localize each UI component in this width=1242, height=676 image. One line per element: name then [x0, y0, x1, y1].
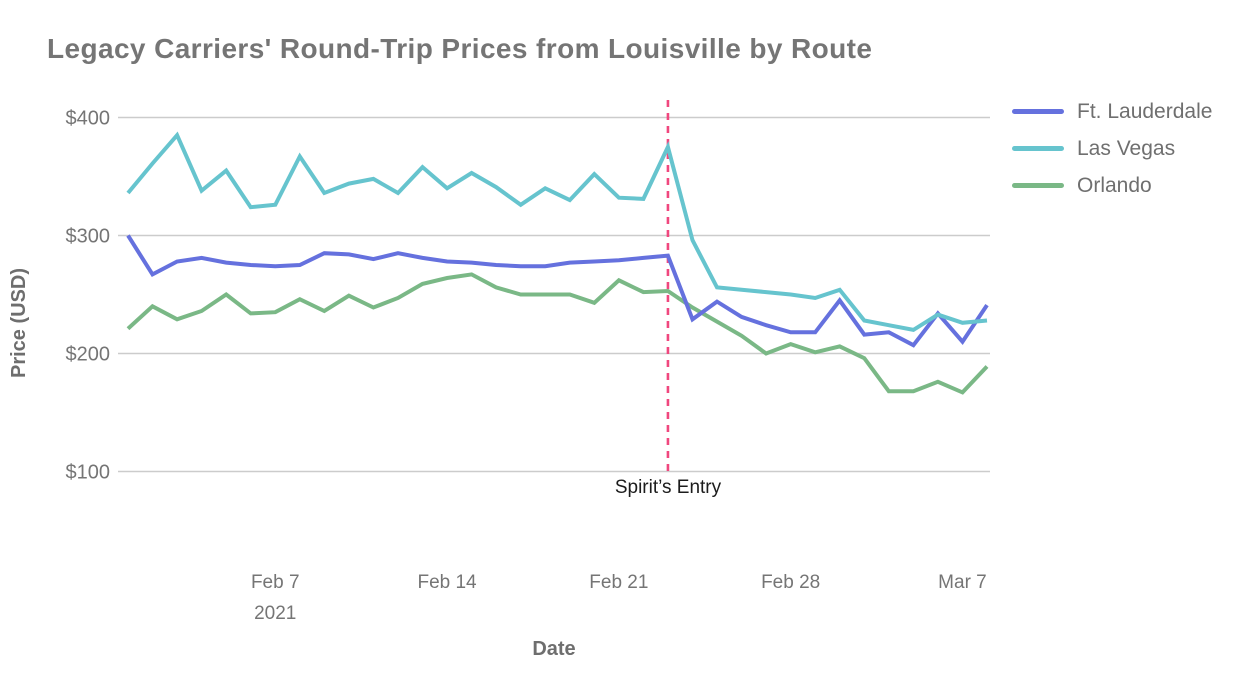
y-tick-label: $400 — [66, 108, 111, 130]
series-line-orlando[interactable] — [126, 272, 989, 395]
legend-label-orlando: Orlando — [1077, 173, 1152, 197]
x-tick-label: Feb 21 — [589, 572, 648, 593]
x-tick-label: Feb 7 — [251, 572, 300, 593]
legend-swatch-orlando — [1012, 183, 1064, 188]
series-line-ft-lauderdale[interactable] — [126, 234, 989, 348]
legend-swatch-ft-lauderdale — [1012, 109, 1064, 114]
x-tick-sublabel: 2021 — [254, 603, 296, 624]
chart-title: Legacy Carriers' Round-Trip Prices from … — [47, 32, 873, 64]
spirits-entry-label: Spirit’s Entry — [614, 477, 722, 498]
legend-item-orlando[interactable]: Orlando — [1012, 167, 1212, 204]
x-axis-title: Date — [532, 638, 576, 660]
legend-item-ft-lauderdale[interactable]: Ft. Lauderdale — [1012, 93, 1212, 130]
legend-label-ft-lauderdale: Ft. Lauderdale — [1077, 99, 1213, 123]
series-line-las-vegas[interactable] — [126, 131, 988, 333]
y-tick-label: $300 — [66, 226, 111, 248]
legend-item-las-vegas[interactable]: Las Vegas — [1012, 130, 1212, 167]
x-tick-label: Mar 7 — [938, 572, 987, 593]
x-tick-label: Feb 28 — [761, 572, 820, 593]
y-tick-label: $100 — [66, 462, 111, 484]
legend-swatch-las-vegas — [1012, 146, 1064, 151]
y-tick-label: $200 — [66, 344, 111, 366]
legend: Ft. Lauderdale Las Vegas Orlando — [1012, 93, 1212, 204]
legend-label-las-vegas: Las Vegas — [1077, 136, 1176, 160]
x-tick-label: Feb 14 — [417, 572, 477, 593]
